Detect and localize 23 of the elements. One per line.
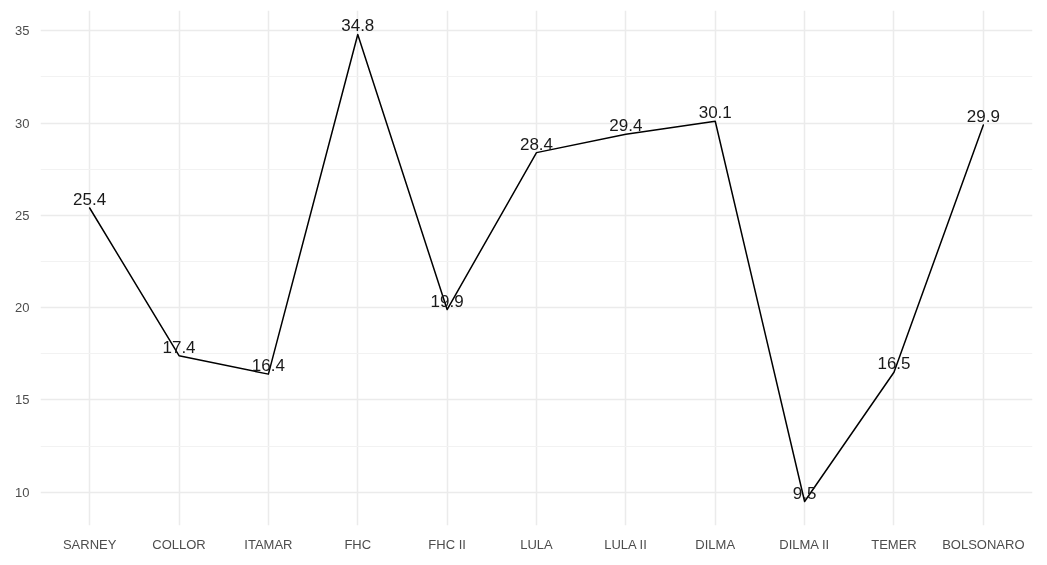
x-tick-label: LULA II — [604, 536, 647, 552]
x-tick-label: DILMA II — [779, 536, 830, 552]
data-label: 34.8 — [341, 16, 375, 36]
y-tick-label: 35 — [15, 23, 30, 39]
x-tick-label: DILMA — [695, 536, 736, 552]
y-tick-label: 10 — [15, 484, 30, 500]
x-tick-label: FHC — [344, 536, 372, 552]
y-tick-label: 30 — [15, 115, 30, 131]
x-tick-label: ITAMAR — [244, 536, 293, 552]
y-tick-label: 20 — [15, 300, 30, 316]
x-tick-label: SARNEY — [62, 536, 117, 552]
data-label: 25.4 — [73, 190, 107, 210]
x-tick-label: COLLOR — [152, 536, 206, 552]
y-tick-label: 15 — [15, 392, 30, 408]
data-label: 28.4 — [519, 134, 554, 154]
x-tick-label: LULA — [520, 536, 554, 552]
y-tick-label: 25 — [15, 207, 30, 223]
x-tick-label: TEMER — [871, 536, 917, 552]
x-tick-label: FHC II — [428, 536, 466, 552]
x-tick-label: BOLSONARO — [942, 536, 1025, 552]
data-label: 29.9 — [966, 106, 1000, 126]
data-label: 30.1 — [698, 103, 732, 123]
data-label: 29.4 — [609, 116, 643, 136]
